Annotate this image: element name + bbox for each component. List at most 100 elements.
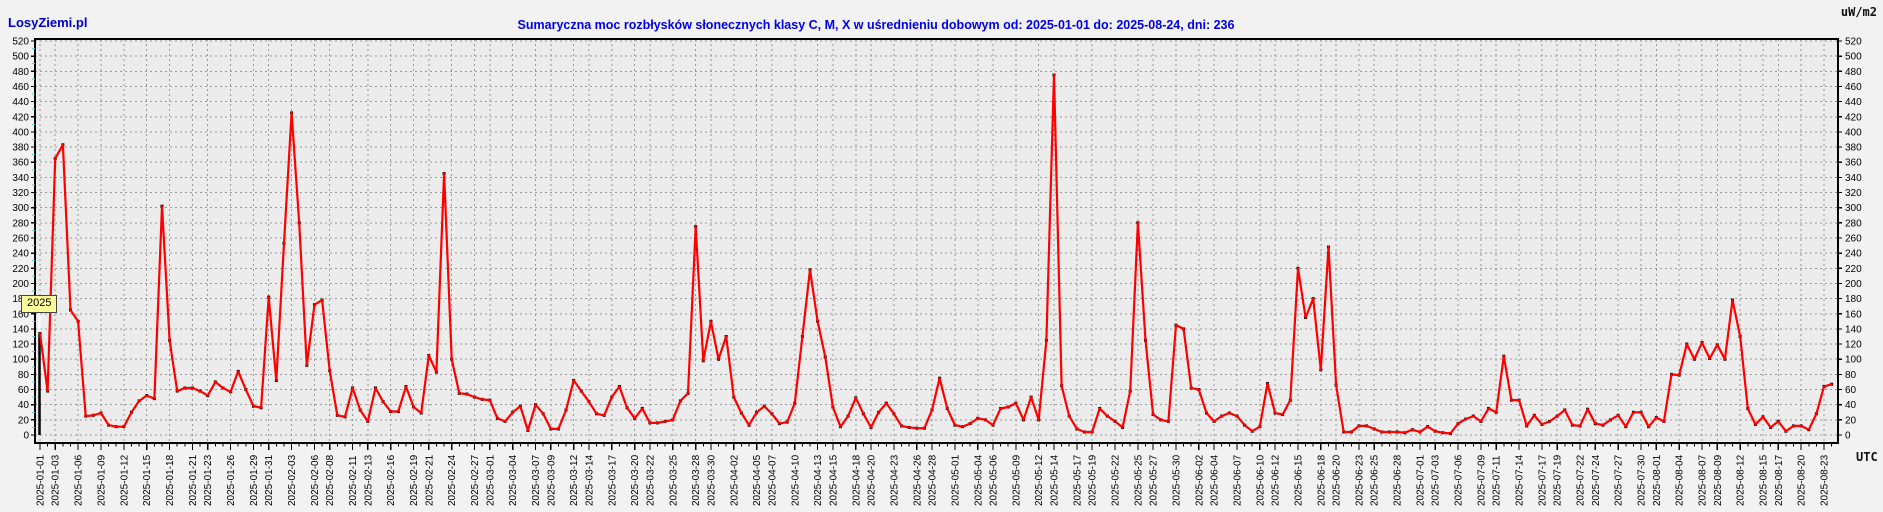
brand-logo-text: LosyZiemi.pl <box>8 15 87 30</box>
svg-text:2025-06-28: 2025-06-28 <box>1393 454 1404 506</box>
svg-text:120: 120 <box>1845 340 1862 351</box>
svg-text:2025-06-25: 2025-06-25 <box>1370 454 1381 506</box>
svg-text:2025-06-18: 2025-06-18 <box>1316 454 1327 506</box>
y-unit-label: uW/m2 <box>1841 5 1877 19</box>
svg-text:280: 280 <box>12 218 29 229</box>
svg-text:60: 60 <box>1845 385 1857 396</box>
svg-text:2025-05-09: 2025-05-09 <box>1011 454 1022 506</box>
svg-text:360: 360 <box>1845 158 1862 169</box>
svg-text:2025-01-15: 2025-01-15 <box>142 454 153 506</box>
svg-text:160: 160 <box>1845 309 1862 320</box>
svg-text:2025-05-17: 2025-05-17 <box>1072 454 1083 506</box>
svg-text:200: 200 <box>1845 279 1862 290</box>
svg-text:2025-04-28: 2025-04-28 <box>928 454 939 506</box>
svg-text:340: 340 <box>1845 173 1862 184</box>
svg-text:2025-05-12: 2025-05-12 <box>1034 454 1045 506</box>
svg-text:2025-02-13: 2025-02-13 <box>363 454 374 506</box>
svg-text:2025-08-04: 2025-08-04 <box>1675 454 1686 506</box>
svg-text:300: 300 <box>1845 203 1862 214</box>
svg-text:2025-07-11: 2025-07-11 <box>1492 455 1503 506</box>
svg-text:2025-06-20: 2025-06-20 <box>1332 454 1343 506</box>
svg-text:480: 480 <box>12 67 29 78</box>
chart-title: Sumaryczna moc rozbłysków słonecznych kl… <box>518 18 1235 32</box>
svg-text:2025-02-16: 2025-02-16 <box>386 454 397 506</box>
svg-text:2025-08-15: 2025-08-15 <box>1759 454 1770 506</box>
svg-text:2025-06-15: 2025-06-15 <box>1293 454 1304 506</box>
svg-text:240: 240 <box>1845 249 1862 260</box>
svg-text:2025-04-15: 2025-04-15 <box>828 454 839 506</box>
svg-text:0: 0 <box>23 431 29 442</box>
svg-text:320: 320 <box>12 188 29 199</box>
svg-text:0: 0 <box>1845 431 1851 442</box>
svg-text:2025-07-01: 2025-07-01 <box>1415 454 1426 506</box>
svg-text:2025-07-19: 2025-07-19 <box>1553 454 1564 506</box>
svg-text:440: 440 <box>1845 97 1862 108</box>
svg-text:2025-01-29: 2025-01-29 <box>249 454 260 506</box>
svg-text:220: 220 <box>12 264 29 275</box>
svg-text:2025-05-22: 2025-05-22 <box>1110 454 1121 506</box>
svg-text:400: 400 <box>1845 127 1862 138</box>
svg-text:2025-05-06: 2025-05-06 <box>989 454 1000 506</box>
svg-text:460: 460 <box>12 82 29 93</box>
svg-text:340: 340 <box>12 173 29 184</box>
svg-text:2025-03-28: 2025-03-28 <box>691 454 702 506</box>
svg-text:500: 500 <box>12 52 29 63</box>
svg-text:100: 100 <box>12 355 29 366</box>
svg-text:2025-06-10: 2025-06-10 <box>1255 454 1266 506</box>
svg-text:2025-05-19: 2025-05-19 <box>1088 454 1099 506</box>
svg-text:2025-04-13: 2025-04-13 <box>813 454 824 506</box>
svg-text:160: 160 <box>12 309 29 320</box>
svg-text:20: 20 <box>1845 415 1857 426</box>
svg-text:500: 500 <box>1845 52 1862 63</box>
y-axis-left: 0 20 40 60 80 100 120 140 160 180 200 220 240 260 280 3… <box>12 36 35 442</box>
svg-text:520: 520 <box>12 36 29 47</box>
svg-text:360: 360 <box>12 158 29 169</box>
svg-text:2025-01-03: 2025-01-03 <box>51 454 62 506</box>
svg-text:2025-07-14: 2025-07-14 <box>1515 454 1526 506</box>
svg-text:420: 420 <box>1845 112 1862 123</box>
svg-text:2025-03-30: 2025-03-30 <box>706 454 717 506</box>
svg-text:2025-01-09: 2025-01-09 <box>96 454 107 506</box>
svg-text:2025-07-24: 2025-07-24 <box>1591 454 1602 506</box>
svg-text:80: 80 <box>18 370 30 381</box>
axis-frame <box>34 38 1839 444</box>
svg-text:400: 400 <box>12 127 29 138</box>
svg-text:140: 140 <box>1845 324 1862 335</box>
svg-text:2025-05-25: 2025-05-25 <box>1133 454 1144 506</box>
series-line <box>38 73 1833 435</box>
svg-text:300: 300 <box>12 203 29 214</box>
svg-text:2025-08-07: 2025-08-07 <box>1698 454 1709 506</box>
svg-text:2025-03-01: 2025-03-01 <box>485 454 496 506</box>
svg-text:40: 40 <box>18 400 30 411</box>
svg-text:2025-07-27: 2025-07-27 <box>1614 454 1625 506</box>
svg-text:2025-07-09: 2025-07-09 <box>1476 454 1487 506</box>
svg-text:480: 480 <box>1845 67 1862 78</box>
svg-text:280: 280 <box>1845 218 1862 229</box>
svg-text:2025-08-01: 2025-08-01 <box>1652 454 1663 506</box>
svg-text:460: 460 <box>1845 82 1862 93</box>
svg-text:2025-03-07: 2025-03-07 <box>531 454 542 506</box>
svg-text:2025-02-08: 2025-02-08 <box>325 454 336 506</box>
svg-text:40: 40 <box>1845 400 1857 411</box>
plot-background <box>35 39 1838 443</box>
svg-text:380: 380 <box>12 143 29 154</box>
svg-text:2025-05-14: 2025-05-14 <box>1049 454 1060 506</box>
svg-text:2025-04-10: 2025-04-10 <box>790 454 801 506</box>
svg-text:20: 20 <box>18 415 30 426</box>
svg-text:2025-01-26: 2025-01-26 <box>226 454 237 506</box>
svg-text:2025-01-21: 2025-01-21 <box>188 454 199 506</box>
svg-text:2025-07-03: 2025-07-03 <box>1431 454 1442 506</box>
svg-text:260: 260 <box>12 233 29 244</box>
svg-text:2025-03-20: 2025-03-20 <box>630 454 641 506</box>
svg-text:260: 260 <box>1845 233 1862 244</box>
svg-text:2025-02-03: 2025-02-03 <box>287 454 298 506</box>
svg-text:2025-08-12: 2025-08-12 <box>1736 454 1747 506</box>
svg-text:2025-01-01: 2025-01-01 <box>36 454 47 506</box>
svg-text:2025-03-09: 2025-03-09 <box>546 454 557 506</box>
svg-text:2025-02-24: 2025-02-24 <box>447 454 458 506</box>
x-axis: 2025-01-01 2025-01-03 2025-01-06 2025-01-09… <box>36 443 1833 506</box>
svg-text:2025-01-12: 2025-01-12 <box>119 454 130 506</box>
svg-text:2025-03-04: 2025-03-04 <box>508 454 519 506</box>
